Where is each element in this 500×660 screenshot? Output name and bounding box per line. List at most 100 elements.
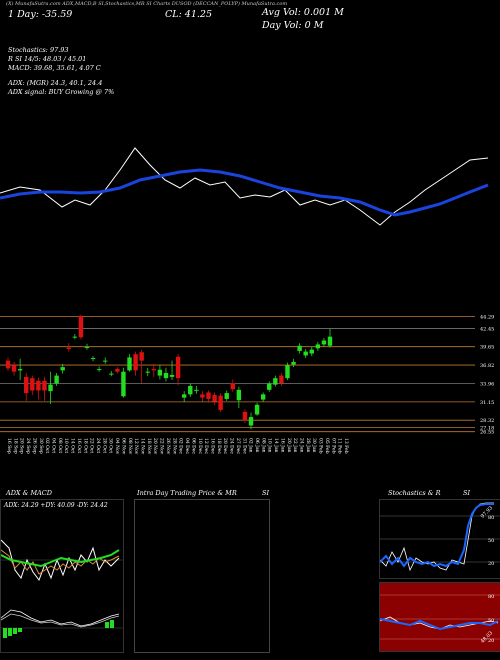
price-level-label: 26.55 xyxy=(480,430,494,434)
header-source-row: (X) MunafaSutra.com ADX,MACD,B SI,Stocha… xyxy=(6,1,288,7)
adx-value: ADX: (MGR) 24.3, 40.1, 24.4 xyxy=(8,79,103,87)
candle-down xyxy=(230,383,235,390)
price-level-lines xyxy=(0,316,475,433)
date-tick-label: 24 Dec xyxy=(229,438,235,454)
date-tick-label: 20 Nov xyxy=(152,438,158,455)
date-tick-label: 20 Jan xyxy=(286,438,292,453)
candle-up xyxy=(315,344,321,349)
candle-up xyxy=(254,404,260,415)
date-tick-label: 02 Jan xyxy=(248,438,254,453)
date-tick-label: 04 Dec xyxy=(184,438,190,454)
candle-up xyxy=(224,393,229,399)
candle-up xyxy=(54,375,59,384)
candle-up xyxy=(188,385,193,395)
date-tick-label: 31 Dec xyxy=(241,438,247,454)
candle-up xyxy=(17,369,23,371)
adx-panel-values: ADX: 24.29 +DY: 40.09 -DY: 24.42 xyxy=(4,502,108,509)
rsi-chart: 80 50 20 48.03 xyxy=(380,594,500,645)
date-tick-label: 14 Jan xyxy=(273,438,279,453)
price-level-label: 42.45 xyxy=(480,327,494,333)
day-change: 1 Day: -35.59 xyxy=(8,9,73,20)
price-level-label: 39.65 xyxy=(480,345,494,351)
date-tick-label: 10 Jan xyxy=(267,438,273,453)
macd-histogram xyxy=(3,620,114,638)
date-tick-label: 04 Nov xyxy=(114,438,120,455)
stoch-level-20: 20 xyxy=(488,561,494,567)
candle-up xyxy=(181,394,187,398)
date-tick-label: 18 Nov xyxy=(146,438,152,455)
candle-up xyxy=(267,383,272,390)
date-tick-label: 22 Nov xyxy=(159,438,165,455)
adx-signal: ADX signal: BUY Growing @ 7% xyxy=(8,88,115,96)
candle-up xyxy=(303,351,308,356)
date-tick-label: 08 Oct xyxy=(57,438,63,453)
stoch-si-label: SI xyxy=(463,489,471,497)
date-tick-label: 20 Dec xyxy=(222,438,228,454)
candle-up xyxy=(297,345,302,351)
candle-down xyxy=(115,369,120,372)
ma-blue-line xyxy=(0,168,489,217)
date-axis: 16 Sep 18 Sep 20 Sep 24 Sep 26 Sep 30 Sep 02 O… xyxy=(6,438,349,455)
candle-up xyxy=(327,336,333,346)
candle-up xyxy=(121,371,126,397)
intraday-panel xyxy=(134,499,270,653)
date-tick-label: 06 Dec xyxy=(190,438,196,454)
price-level-label: 33.96 xyxy=(480,382,494,388)
macd-value: MACD: 39.68, 35.61, 4.07 C xyxy=(8,64,101,72)
candle-up xyxy=(60,367,65,371)
date-tick-label: 14 Oct xyxy=(70,438,76,453)
candle-up xyxy=(236,389,242,401)
stoch-level-80: 80 xyxy=(488,515,494,521)
stoch-panel-title: Stochastics & R xyxy=(388,489,441,497)
price-level-label: 28.32 xyxy=(480,418,494,424)
candle-down xyxy=(200,394,205,398)
date-tick-label: 26 Nov xyxy=(165,438,171,455)
date-tick-label: 08 Jan xyxy=(260,438,266,453)
candle-up xyxy=(96,369,102,371)
price-level-label: 31.15 xyxy=(480,400,494,406)
candle-down xyxy=(24,376,29,394)
rsi-panel: 80 50 20 48.03 xyxy=(379,582,500,652)
candle-down xyxy=(78,315,84,338)
day-volume: Day Vol: 0 M xyxy=(262,20,324,31)
stochastics-panel: 80 50 20 97.93 xyxy=(379,499,500,579)
candle-down xyxy=(66,347,71,349)
candle-down xyxy=(212,395,217,402)
date-tick-label: 18 Dec xyxy=(216,438,222,454)
date-tick-label: 28 Jan xyxy=(305,438,311,453)
candle-up xyxy=(157,369,163,376)
date-tick-label: 12 Nov xyxy=(133,438,139,455)
date-tick-label: 20 Sep xyxy=(19,438,25,454)
candle-up xyxy=(309,349,314,354)
candle-up xyxy=(103,360,108,362)
candle-down xyxy=(175,356,181,379)
date-tick-label: 10 Dec xyxy=(197,438,203,454)
rsi-blue-line xyxy=(380,618,499,631)
date-tick-label: 24 Jan xyxy=(298,438,304,453)
candle-up xyxy=(72,336,78,338)
candle-up xyxy=(169,374,175,377)
candle-up xyxy=(260,394,266,400)
candle-up xyxy=(145,371,150,373)
macd-white-line xyxy=(0,147,489,226)
candle-up xyxy=(248,417,254,426)
date-tick-label: 11 Feb xyxy=(337,438,343,454)
date-tick-label: 18 Sep xyxy=(12,438,18,454)
intraday-panel-title: Intra Day Trading Price & MR xyxy=(137,489,237,497)
stochastics-value: Stochastics: 97.93 xyxy=(8,46,69,54)
date-tick-label: 24 Sep xyxy=(25,438,31,454)
date-tick-label: 16 Sep xyxy=(6,438,12,454)
rsi-level-80: 80 xyxy=(488,594,494,600)
date-tick-label: 28 Oct xyxy=(101,438,107,453)
stoch-blue-line xyxy=(380,503,494,568)
date-tick-label: 16 Dec xyxy=(209,438,215,454)
candle-up xyxy=(285,365,290,379)
date-tick-label: 02 Dec xyxy=(178,438,184,454)
candle-up xyxy=(48,384,53,392)
date-tick-label: 16 Jan xyxy=(279,438,285,453)
candle-up xyxy=(321,340,327,345)
date-tick-label: 06 Nov xyxy=(120,438,126,455)
adx-green-line xyxy=(1,549,120,568)
date-tick-label: 22 Jan xyxy=(292,438,298,453)
date-tick-label: 30 Jan xyxy=(311,438,317,453)
